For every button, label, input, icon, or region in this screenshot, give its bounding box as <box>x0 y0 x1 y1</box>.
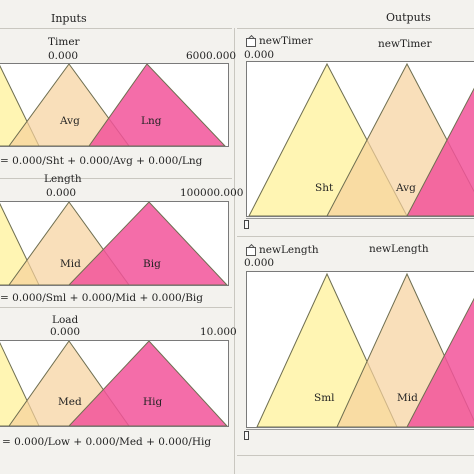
newtimer-membership-chart <box>248 62 474 216</box>
length-membership-chart <box>0 202 228 285</box>
timer-formula: = 0.000/Sht + 0.000/Avg + 0.000/Lng <box>0 155 203 167</box>
timer-set-long <box>88 64 226 146</box>
load-max: 10.000 <box>200 326 237 338</box>
newlength-set-label-sml: Sml <box>314 392 335 404</box>
newtimer-membership-plot[interactable]: Sht Avg <box>246 61 474 217</box>
outputs-top-divider <box>237 28 474 29</box>
length-value: 0.000 <box>46 187 77 199</box>
output-divider-1 <box>237 236 474 237</box>
inputs-header: Inputs <box>51 12 87 25</box>
timer-set-label-lng: Lng <box>141 115 162 127</box>
output-bottom-divider <box>237 455 474 456</box>
timer-set-average <box>8 64 130 146</box>
timer-value: 0.000 <box>48 50 79 62</box>
newtimer-value: 0.000 <box>244 49 275 61</box>
newtimer-set-label-sht: Sht <box>315 182 334 194</box>
newlength-membership-plot[interactable]: Sml Mid <box>246 271 474 428</box>
newlength-slider-handle[interactable] <box>244 431 249 440</box>
timer-max: 6000.000 <box>186 50 237 62</box>
outputs-header: Outputs <box>386 11 431 24</box>
newlength-name: newLength <box>259 244 319 256</box>
load-set-label-hig: Hig <box>143 396 163 408</box>
length-set-label-mid: Mid <box>60 258 81 270</box>
inputs-top-divider <box>0 28 232 29</box>
newtimer-slider-track <box>246 218 474 219</box>
load-value: 0.000 <box>50 326 81 338</box>
newlength-title: newLength <box>369 243 429 255</box>
length-formula: = 0.000/Sml + 0.000/Mid + 0.000/Big <box>0 292 204 304</box>
load-membership-chart <box>0 341 228 426</box>
length-title: Length <box>44 173 82 185</box>
load-membership-plot[interactable]: Med Hig <box>0 340 229 427</box>
newtimer-set-long <box>406 87 474 216</box>
length-set-label-big: Big <box>143 258 161 270</box>
newlength-set-label-mid: Mid <box>397 392 418 404</box>
length-max: 100000.000 <box>180 187 244 199</box>
timer-title: Timer <box>48 36 80 48</box>
newtimer-title: newTimer <box>378 38 432 50</box>
input-divider-1 <box>0 178 232 179</box>
newlength-value: 0.000 <box>244 257 275 269</box>
timer-membership-plot[interactable]: Avg Lng <box>0 63 229 147</box>
export-icon[interactable] <box>246 38 256 47</box>
input-divider-2 <box>0 307 232 308</box>
timer-membership-chart <box>0 64 226 146</box>
load-title: Load <box>52 314 79 326</box>
load-set-label-med: Med <box>58 396 82 408</box>
newtimer-set-label-avg: Avg <box>396 182 416 194</box>
load-set-high <box>68 341 228 426</box>
newlength-slider-track <box>246 429 474 430</box>
newtimer-slider-handle[interactable] <box>244 220 249 229</box>
export-icon[interactable] <box>246 247 256 256</box>
newlength-membership-chart <box>256 272 474 427</box>
newtimer-name: newTimer <box>259 35 313 47</box>
panel-vertical-divider <box>234 28 235 474</box>
timer-set-label-avg: Avg <box>60 115 80 127</box>
load-formula: = 0.000/Low + 0.000/Med + 0.000/Hig <box>2 436 212 448</box>
newlength-set-big <box>406 297 474 427</box>
length-set-big <box>68 202 228 285</box>
length-membership-plot[interactable]: Mid Big <box>0 201 229 286</box>
